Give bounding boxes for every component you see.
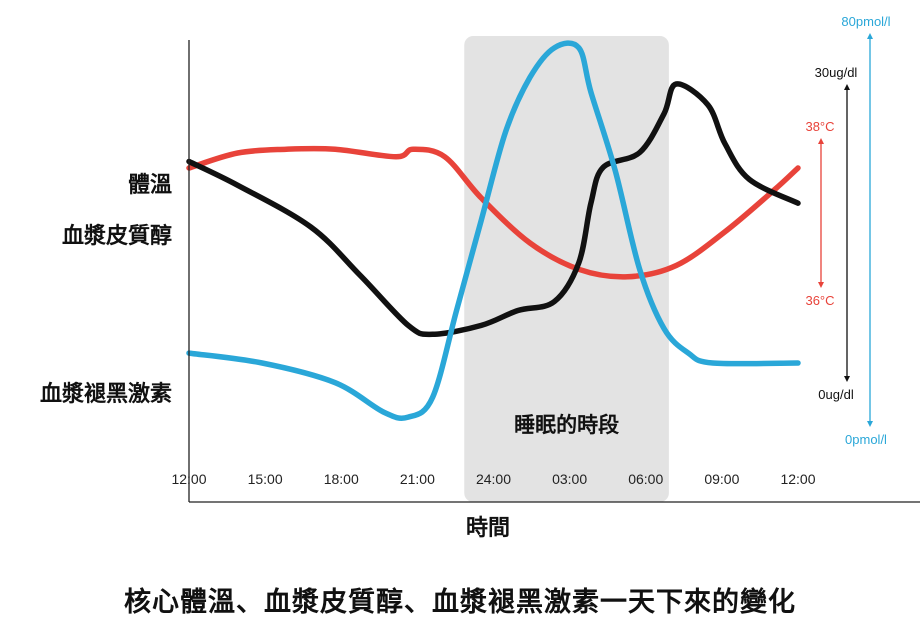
sleep-period-label: 睡眠的時段 [514, 413, 619, 437]
scale-arrow-down [818, 282, 824, 288]
scale-bottom-label-temperature: 36°C [805, 293, 834, 308]
scale-arrow-down [867, 421, 873, 427]
scale-bottom-label-cortisol: 0ug/dl [818, 387, 854, 402]
scale-arrow-up [867, 33, 873, 39]
x-tick-label: 06:00 [628, 471, 663, 487]
x-tick-label: 15:00 [248, 471, 283, 487]
x-tick-label: 18:00 [324, 471, 359, 487]
series-line-cortisol [186, 81, 801, 338]
chart-caption: 核心體溫、血漿皮質醇、血漿褪黑激素一天下來的變化 [124, 587, 796, 618]
scale-bottom-label-melatonin: 0pmol/l [845, 432, 887, 447]
series-line-temperature [186, 145, 801, 280]
series-label-melatonin: 血漿褪黑激素 [40, 381, 172, 407]
x-axis-title: 時間 [466, 516, 510, 541]
scale-top-label-melatonin: 80pmol/l [841, 14, 890, 29]
x-tick-label: 12:00 [780, 471, 815, 487]
sleep-period-shade [464, 36, 669, 502]
x-tick-label: 24:00 [476, 471, 511, 487]
scale-arrow-up [844, 84, 850, 90]
x-tick-label: 21:00 [400, 471, 435, 487]
series-label-temperature: 體溫 [128, 172, 172, 198]
x-tick-label: 12:00 [171, 471, 206, 487]
scale-top-label-temperature: 38°C [805, 119, 834, 134]
x-tick-label: 03:00 [552, 471, 587, 487]
scale-arrow-up [818, 138, 824, 144]
series-label-cortisol: 血漿皮質醇 [62, 223, 172, 249]
series-line-melatonin [186, 40, 801, 421]
scale-top-label-cortisol: 30ug/dl [815, 65, 858, 80]
scale-arrow-down [844, 376, 850, 382]
x-tick-label: 09:00 [704, 471, 739, 487]
